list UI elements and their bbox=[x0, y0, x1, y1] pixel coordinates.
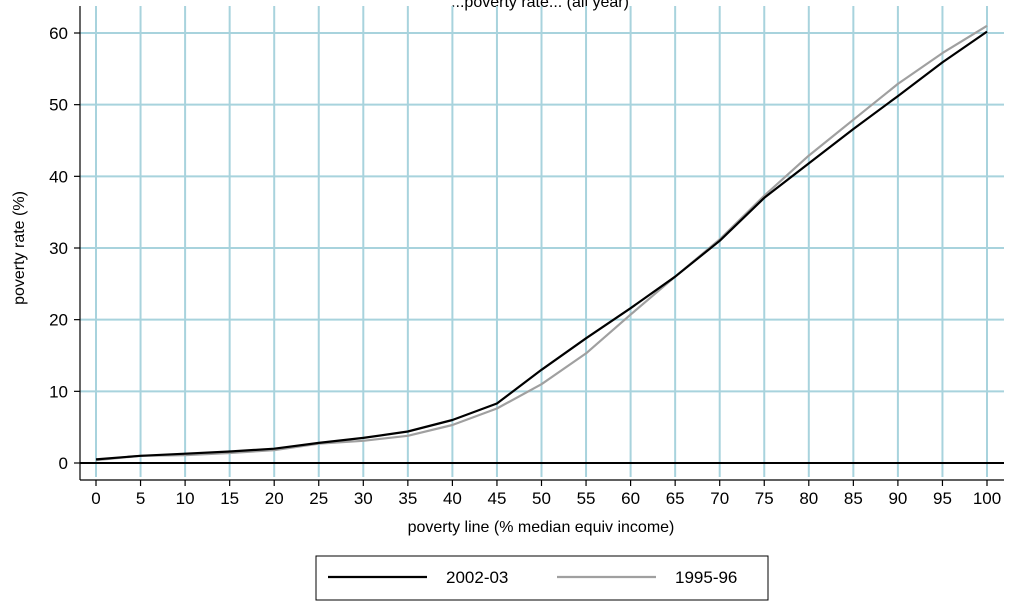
series-line-2002-03 bbox=[95, 30, 988, 461]
y-tick-label: 10 bbox=[49, 382, 68, 401]
x-tick-label: 0 bbox=[91, 489, 100, 508]
x-tick-label: 40 bbox=[443, 489, 462, 508]
x-tick-label: 15 bbox=[220, 489, 239, 508]
x-tick-label: 65 bbox=[666, 489, 685, 508]
legend: 2002-03 1995-96 bbox=[315, 555, 769, 601]
y-tick-label: 30 bbox=[49, 239, 68, 258]
x-tick-label: 85 bbox=[844, 489, 863, 508]
y-tick-label: 40 bbox=[49, 167, 68, 186]
x-tick-label: 80 bbox=[799, 489, 818, 508]
x-tick-label: 10 bbox=[176, 489, 195, 508]
y-tick-label: 20 bbox=[49, 311, 68, 330]
x-tick-label: 70 bbox=[710, 489, 729, 508]
x-tick-label: 35 bbox=[398, 489, 417, 508]
x-tick-label: 45 bbox=[487, 489, 506, 508]
x-axis-title: poverty line (% median equiv income) bbox=[408, 519, 675, 536]
x-tick-label: 55 bbox=[577, 489, 596, 508]
x-tick-label: 100 bbox=[973, 489, 1001, 508]
y-tick-label: 0 bbox=[59, 454, 68, 473]
x-tick-label: 60 bbox=[621, 489, 640, 508]
grid bbox=[80, 6, 1004, 477]
y-tick-label: 50 bbox=[49, 96, 68, 115]
x-tick-label: 90 bbox=[888, 489, 907, 508]
x-tick-label: 75 bbox=[755, 489, 774, 508]
x-tick-label: 30 bbox=[354, 489, 373, 508]
y-tick-label: 60 bbox=[49, 24, 68, 43]
y-axis-title: poverty rate (%) bbox=[11, 191, 28, 305]
series-lines bbox=[95, 24, 988, 462]
x-tick-label: 95 bbox=[933, 489, 952, 508]
x-tick-label: 5 bbox=[136, 489, 145, 508]
x-tick-label: 25 bbox=[309, 489, 328, 508]
legend-label-2002-03: 2002-03 bbox=[446, 568, 508, 587]
axes: 0 10 20 30 40 50 60 0 5 10 15 20 25 30 35 40 45 50 55 60 65 7… bbox=[49, 6, 1004, 508]
x-tick-label: 20 bbox=[265, 489, 284, 508]
chart-title: ...poverty rate... (all year) bbox=[451, 0, 629, 11]
series-line-1995-96 bbox=[95, 24, 988, 462]
x-tick-label: 50 bbox=[532, 489, 551, 508]
legend-label-1995-96: 1995-96 bbox=[675, 568, 737, 587]
